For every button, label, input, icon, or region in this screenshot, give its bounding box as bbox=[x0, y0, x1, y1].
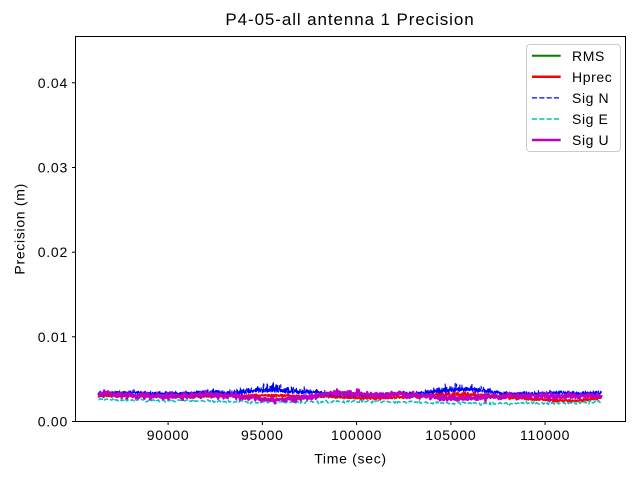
svg-text:0.01: 0.01 bbox=[38, 329, 68, 345]
svg-text:Sig E: Sig E bbox=[572, 111, 608, 127]
svg-text:0.04: 0.04 bbox=[38, 75, 68, 91]
svg-text:Sig N: Sig N bbox=[572, 90, 609, 106]
svg-text:Sig U: Sig U bbox=[572, 132, 609, 148]
svg-text:Time (sec): Time (sec) bbox=[314, 451, 387, 467]
svg-text:0.03: 0.03 bbox=[38, 160, 68, 176]
svg-text:RMS: RMS bbox=[572, 48, 605, 64]
svg-text:0.00: 0.00 bbox=[38, 414, 68, 430]
svg-text:110000: 110000 bbox=[520, 427, 570, 443]
svg-text:Hprec: Hprec bbox=[572, 69, 612, 85]
svg-text:P4-05-all antenna 1 Precision: P4-05-all antenna 1 Precision bbox=[225, 10, 474, 29]
svg-text:95000: 95000 bbox=[241, 427, 284, 443]
svg-text:0.02: 0.02 bbox=[38, 244, 68, 260]
svg-text:Precision (m): Precision (m) bbox=[12, 183, 28, 275]
svg-text:90000: 90000 bbox=[147, 427, 190, 443]
svg-text:105000: 105000 bbox=[425, 427, 476, 443]
svg-text:100000: 100000 bbox=[331, 427, 382, 443]
